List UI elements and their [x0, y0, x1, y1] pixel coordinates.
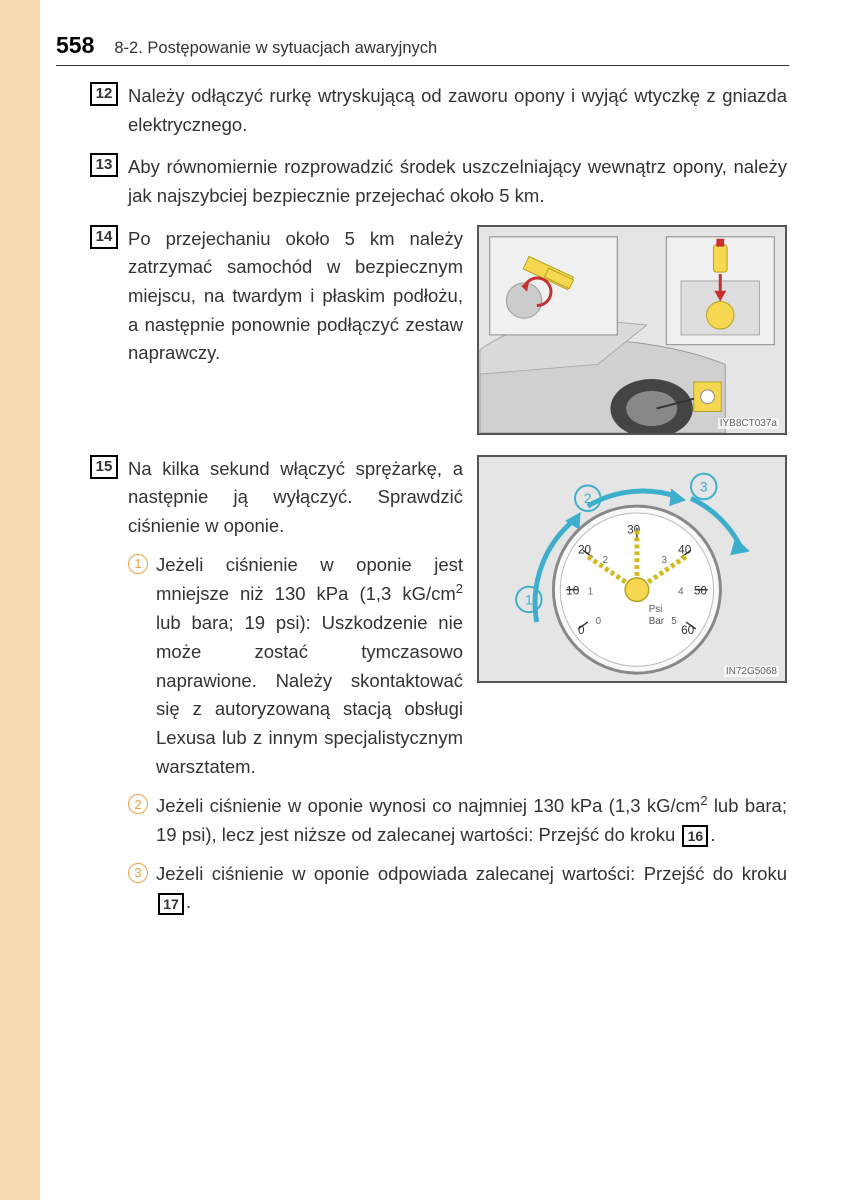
svg-text:4: 4	[678, 586, 684, 597]
sub-item-3: 3 Jeżeli ciśnienie w oponie odpowiada za…	[128, 860, 787, 917]
illustration-code: IYB8CT037a	[718, 418, 779, 429]
svg-text:0: 0	[596, 616, 602, 627]
text-b: lub bara; 19 psi): Uszkodzenie nie może …	[156, 612, 463, 776]
step-text: Aby równomiernie rozprowadzić środek usz…	[128, 153, 787, 210]
step-ref-box: 17	[158, 893, 184, 915]
step-number-box: 12	[90, 82, 118, 106]
sub-item-1: 1 Jeżeli ciśnienie w oponie jest mniejsz…	[128, 551, 463, 782]
superscript: 2	[456, 581, 463, 596]
svg-text:5: 5	[671, 616, 677, 627]
text-a: Jeżeli ciśnienie w oponie wynosi co najm…	[156, 795, 700, 816]
svg-text:3: 3	[700, 479, 708, 494]
page-header: 558 8-2. Postępowanie w sytuacjach awary…	[56, 32, 789, 66]
step-14: 14 Po przejechaniu około 5 km należy zat…	[90, 225, 787, 435]
car-compressor-illustration: IYB8CT037a	[477, 225, 787, 435]
text-b: .	[186, 891, 191, 912]
step-ref-box: 16	[682, 825, 708, 847]
step-number-box: 15	[90, 455, 118, 479]
text-a: Jeżeli ciśnienie w oponie odpowiada zale…	[156, 863, 787, 884]
sub-text: Jeżeli ciśnienie w oponie jest mniejsze …	[156, 551, 463, 782]
gauge-svg: 1 2 3 0 10 20 30 40 50 60 0 1 2 3	[479, 457, 785, 681]
svg-text:10: 10	[566, 584, 580, 597]
circle-number: 3	[128, 863, 148, 883]
page-number: 558	[56, 32, 94, 59]
step-15-intro: Na kilka sekund włączyć sprężarkę, a nas…	[128, 458, 463, 536]
svg-text:1: 1	[525, 592, 533, 607]
sub-item-2: 2 Jeżeli ciśnienie w oponie wynosi co na…	[128, 791, 787, 850]
svg-text:50: 50	[694, 584, 708, 597]
text-a: Jeżeli ciśnienie w oponie jest mniejsze …	[156, 554, 463, 605]
sub-text: Jeżeli ciśnienie w oponie wynosi co najm…	[156, 791, 787, 850]
illustration-code: IN72G5068	[724, 666, 779, 677]
step-number-box: 14	[90, 225, 118, 249]
svg-text:Psi: Psi	[649, 604, 663, 615]
step-13: 13 Aby równomiernie rozprowadzić środek …	[90, 153, 787, 210]
svg-text:Bar: Bar	[649, 616, 665, 627]
superscript: 2	[700, 793, 707, 808]
step-text: Po przejechaniu około 5 km należy zatrzy…	[128, 225, 463, 368]
step-text: Na kilka sekund włączyć sprężarkę, a nas…	[128, 455, 463, 782]
svg-text:3: 3	[661, 555, 667, 566]
pressure-gauge-illustration: 1 2 3 0 10 20 30 40 50 60 0 1 2 3	[477, 455, 787, 683]
step-text: Należy odłączyć rurkę wtryskującą od zaw…	[128, 82, 787, 139]
text-c: .	[710, 824, 715, 845]
step-12: 12 Należy odłączyć rurkę wtryskującą od …	[90, 82, 787, 139]
step-15: 15 Na kilka sekund włączyć sprężarkę, a …	[90, 455, 787, 782]
left-margin-strip	[0, 0, 40, 1200]
page-content: 12 Należy odłączyć rurkę wtryskującą od …	[90, 82, 787, 917]
car-svg	[479, 227, 785, 433]
svg-text:2: 2	[584, 491, 592, 506]
svg-text:30: 30	[627, 523, 641, 536]
step-number-box: 13	[90, 153, 118, 177]
section-title: 8-2. Postępowanie w sytuacjach awaryjnyc…	[114, 39, 437, 58]
circle-number: 1	[128, 554, 148, 574]
circle-number: 2	[128, 794, 148, 814]
sub-text: Jeżeli ciśnienie w oponie odpowiada zale…	[156, 860, 787, 917]
svg-text:1: 1	[588, 586, 593, 597]
